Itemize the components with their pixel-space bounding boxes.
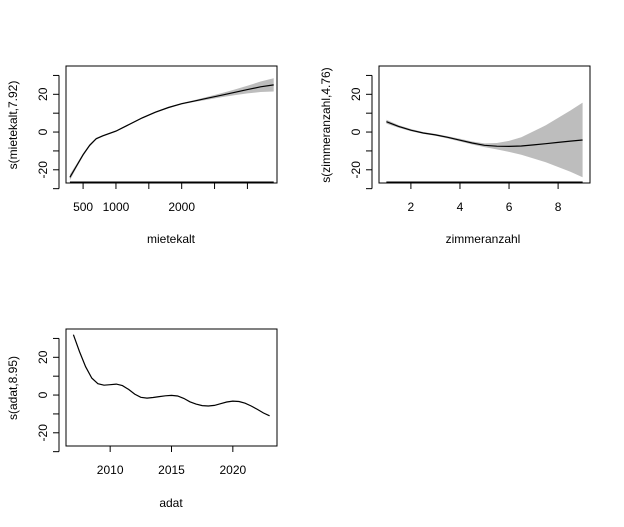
zimmeranzahl-x-tick-label: 6 [506, 200, 513, 214]
panel-adat: adat s(adat,8.95) -20 0 20 2010 2015 2020 [6, 328, 278, 510]
panel-zimmeranzahl-xlabel: zimmeranzahl [446, 232, 521, 246]
adat-y-tick-label: 20 [36, 350, 50, 364]
panel-mietekalt: mietekalt s(mietekalt,7.92) -20 0 20 500 100… [6, 65, 278, 246]
adat-plot-frame [65, 328, 278, 447]
zimmeranzahl-plot-frame [378, 65, 591, 184]
mietekalt-y-tick-label: 0 [36, 128, 50, 135]
mietekalt-y-tick-label: -20 [36, 161, 50, 179]
zimmeranzahl-x-tick-label: 2 [408, 200, 415, 214]
zimmeranzahl-y-tick-label: 0 [349, 128, 363, 135]
zimmeranzahl-confidence-band [386, 102, 583, 178]
adat-y-tick-label: 0 [36, 391, 50, 398]
panel-zimmeranzahl-ylabel: s(zimmeranzahl,4.76) [319, 67, 333, 182]
adat-y-tick-label: -20 [36, 424, 50, 442]
mietekalt-plot-frame [65, 65, 278, 184]
adat-x-tick-label: 2020 [219, 463, 246, 477]
zimmeranzahl-y-tick-label: -20 [349, 161, 363, 179]
zimmeranzahl-x-tick-label: 8 [555, 200, 562, 214]
adat-x-tick-label: 2015 [158, 463, 185, 477]
mietekalt-smooth-curve [69, 84, 274, 178]
zimmeranzahl-x-tick-label: 4 [457, 200, 464, 214]
panel-adat-ylabel: s(adat,8.95) [6, 356, 20, 420]
adat-x-tick-label: 2010 [97, 463, 124, 477]
zimmeranzahl-y-tick-label: 20 [349, 87, 363, 101]
panel-adat-xlabel: adat [159, 496, 183, 510]
mietekalt-y-tick-label: 20 [36, 87, 50, 101]
panel-zimmeranzahl: zimmeranzahl s(zimmeranzahl,4.76) -20 0 20… [319, 65, 591, 246]
mietekalt-confidence-band [69, 78, 274, 181]
panel-mietekalt-ylabel: s(mietekalt,7.92) [6, 81, 20, 170]
mietekalt-x-tick-label: 2000 [168, 200, 195, 214]
mietekalt-x-tick-label: 500 [73, 200, 93, 214]
zimmeranzahl-smooth-curve [386, 121, 583, 148]
mietekalt-x-tick-label: 1000 [103, 200, 130, 214]
panel-mietekalt-xlabel: mietekalt [147, 232, 196, 246]
adat-smooth-curve [72, 334, 270, 417]
